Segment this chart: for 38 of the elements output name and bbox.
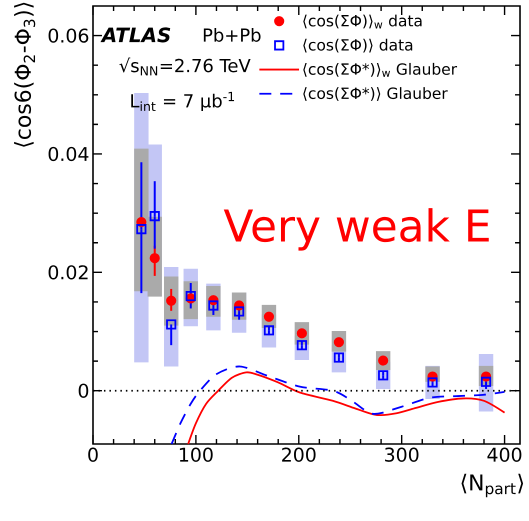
y-axis-title: ⟨cos6(Φ$_{2}$-Φ$_{3}$)⟩	[14, 2, 36, 147]
y-tick-label: 0	[78, 384, 88, 398]
point	[234, 306, 244, 316]
x-tick-label: 300	[385, 448, 418, 462]
point	[208, 300, 218, 311]
legend-label: ⟨cos(ΣΦ)⟩$_{w}$ data	[303, 14, 422, 28]
annotation: ATLAS	[100, 27, 170, 42]
annotation: √s$_{NN}$=2.76 TeV	[119, 58, 251, 76]
x-tick-label: 0	[88, 448, 98, 462]
point	[264, 325, 274, 336]
y-tick-label: 0.06	[48, 28, 88, 43]
point	[378, 370, 388, 380]
point	[427, 377, 438, 388]
point	[150, 253, 160, 264]
legend-label: ⟨cos(ΣΦ)⟩ data	[303, 38, 412, 53]
point	[186, 290, 196, 302]
x-axis-title: ⟨N$_{part}$⟩	[462, 474, 524, 498]
x-tick-label: 200	[282, 448, 316, 462]
point	[166, 296, 176, 306]
legend-label: ⟨cos(ΣΦ*)⟩$_{w}$ Glauber	[303, 62, 458, 77]
annotation: Pb+Pb	[204, 28, 261, 42]
point	[264, 312, 274, 322]
annotation: L$_{int}$ = 7 μb$^{-1}$	[131, 92, 234, 112]
point	[334, 337, 344, 348]
point	[480, 376, 492, 387]
legend-label: ⟨cos(ΣΦ*)⟩ Glauber	[303, 87, 448, 101]
point	[296, 340, 307, 350]
x-tick-label: 400	[487, 448, 522, 462]
x-tick-label: 100	[180, 448, 213, 462]
annotation: Very weak E	[224, 208, 489, 251]
point	[136, 224, 146, 234]
point	[296, 328, 307, 338]
point	[378, 355, 388, 366]
point	[334, 352, 344, 363]
point	[150, 211, 160, 222]
y-tick-label: 0.04	[48, 146, 88, 162]
point	[166, 319, 176, 330]
y-tick-label: 0.02	[48, 265, 88, 280]
